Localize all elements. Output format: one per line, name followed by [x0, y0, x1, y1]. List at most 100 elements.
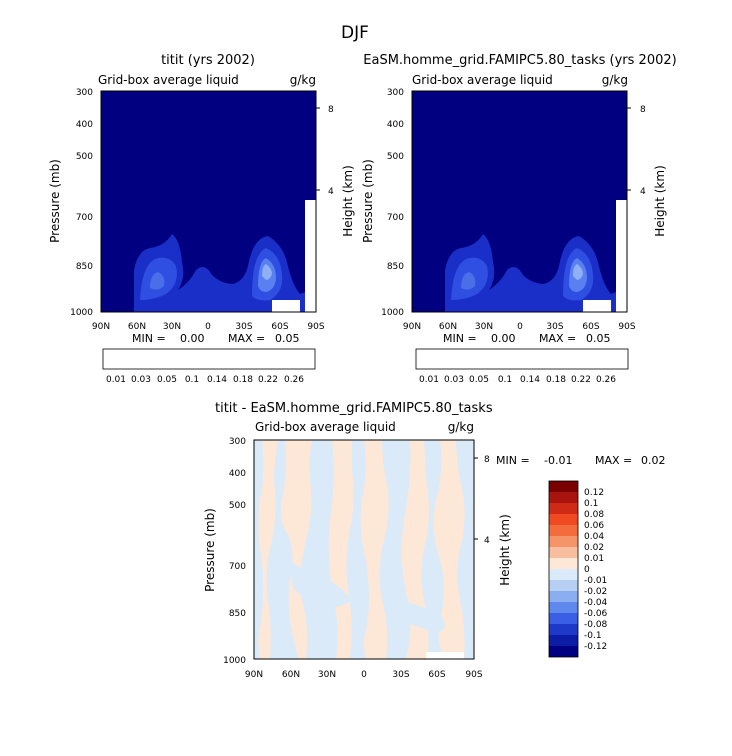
- y-tick-label: 500: [76, 152, 93, 162]
- x-tick-label: 0: [361, 670, 367, 680]
- colorbar: [102, 348, 316, 370]
- y-axis-label: Pressure (mb): [48, 159, 62, 243]
- colorbar-label: -0.1: [584, 631, 602, 641]
- y-axis-label-right: Height (km): [653, 165, 667, 236]
- y-tick-label: 500: [387, 152, 404, 162]
- x-tick-label: 30S: [392, 670, 409, 680]
- x-tick-label: 60S: [428, 670, 445, 680]
- max-value: 0.05: [275, 332, 300, 345]
- colorbar: [548, 480, 579, 658]
- contour-fill: [254, 440, 474, 659]
- colorbar-label: 0.06: [584, 521, 604, 531]
- y-tick-label: 300: [76, 88, 93, 98]
- y-axis-label: Pressure (mb): [203, 508, 217, 592]
- panel-units: g/kg: [290, 73, 316, 87]
- colorbar-label: 0.02: [584, 543, 604, 553]
- right-tick-label: 4: [640, 187, 646, 197]
- y-tick-label: 700: [76, 213, 93, 223]
- contour-fill: [445, 200, 627, 312]
- colorbar-label: 0.26: [284, 375, 304, 385]
- colorbar-label: 0.14: [520, 375, 540, 385]
- panel-3: titit - EaSM.homme_grid.FAMIPC5.80_tasks…: [203, 401, 666, 680]
- plot-frame: [100, 90, 317, 313]
- colorbar-label: 0.01: [106, 375, 126, 385]
- colorbar-frame: [102, 348, 316, 370]
- max-label: MAX =: [539, 332, 576, 345]
- x-tick-label: 60N: [282, 670, 300, 680]
- colorbar-label: -0.04: [584, 598, 608, 608]
- min-value: 0.00: [491, 332, 516, 345]
- y-tick-label: 1000: [223, 656, 246, 666]
- right-tick-label: 8: [640, 105, 646, 115]
- min-label: MIN =: [496, 454, 530, 467]
- colorbar-frame: [415, 348, 629, 370]
- panel-1: titit (yrs 2002) Grid-box average liquid…: [48, 53, 355, 385]
- y-axis-label-right: Height (km): [498, 514, 512, 585]
- y-axis-label-right: Height (km): [341, 165, 355, 236]
- x-tick-label: 90N: [92, 322, 110, 332]
- panel-subtitle: Grid-box average liquid: [412, 73, 553, 87]
- x-tick-label: 30S: [235, 322, 252, 332]
- panel-units: g/kg: [448, 420, 474, 434]
- colorbar-labels: 0.01 0.03 0.05 0.1 0.14 0.18 0.22 0.26: [106, 375, 304, 385]
- y-tick-label: 1000: [381, 308, 404, 318]
- plot-frame: [411, 90, 628, 313]
- colorbar-labels: 0.01 0.03 0.05 0.1 0.14 0.18 0.22 0.26: [419, 375, 616, 385]
- x-tick-label: 30N: [475, 322, 493, 332]
- colorbar-label: 0.22: [571, 375, 591, 385]
- panel-subtitle: Grid-box average liquid: [98, 73, 239, 87]
- x-tick-label: 30N: [318, 670, 336, 680]
- colorbar-label: 0.18: [233, 375, 253, 385]
- colorbar-label: 0.26: [596, 375, 616, 385]
- contour-fill: [134, 200, 316, 312]
- panel-units: g/kg: [602, 73, 628, 87]
- panel-subtitle: Grid-box average liquid: [255, 420, 396, 434]
- y-tick-label: 400: [229, 469, 246, 479]
- colorbar-label: 0.08: [584, 510, 604, 520]
- y-tick-label: 300: [229, 437, 246, 447]
- colorbar-label: 0.18: [546, 375, 566, 385]
- right-tick-label: 8: [484, 455, 490, 465]
- colorbar-label: -0.01: [584, 576, 607, 586]
- panel-2: EaSM.homme_grid.FAMIPC5.80_tasks (yrs 20…: [361, 53, 677, 385]
- x-tick-label: 0: [205, 322, 211, 332]
- colorbar-label: -0.08: [584, 620, 608, 630]
- panel-title: titit - EaSM.homme_grid.FAMIPC5.80_tasks: [215, 401, 493, 416]
- y-tick-label: 1000: [70, 308, 93, 318]
- y-tick-label: 500: [229, 501, 246, 511]
- colorbar-label: 0.12: [584, 488, 604, 498]
- right-tick-label: 4: [328, 187, 334, 197]
- x-tick-label: 60S: [582, 322, 599, 332]
- x-tick-label: 60S: [271, 322, 288, 332]
- colorbar-label: 0.01: [419, 375, 439, 385]
- min-label: MIN =: [132, 332, 166, 345]
- x-tick-label: 30N: [163, 322, 181, 332]
- plot-frame: [253, 439, 475, 660]
- y-tick-label: 700: [387, 213, 404, 223]
- x-tick-label: 90S: [618, 322, 635, 332]
- colorbar-label: 0.14: [207, 375, 227, 385]
- x-tick-label: 90S: [465, 670, 482, 680]
- colorbar-label: 0.01: [584, 554, 604, 564]
- colorbar-label: 0.04: [584, 532, 604, 542]
- min-label: MIN =: [443, 332, 477, 345]
- colorbar-label: -0.06: [584, 609, 608, 619]
- colorbar-label: -0.02: [584, 587, 607, 597]
- colorbar-label: 0.05: [157, 375, 177, 385]
- x-tick-label: 90S: [307, 322, 324, 332]
- x-tick-label: 60N: [128, 322, 146, 332]
- colorbar-label: 0.1: [498, 375, 512, 385]
- x-tick-label: 0: [517, 322, 523, 332]
- x-tick-label: 60N: [439, 322, 457, 332]
- colorbar-label: 0.05: [469, 375, 489, 385]
- panel-title: titit (yrs 2002): [161, 53, 255, 68]
- max-value: 0.02: [641, 454, 666, 467]
- y-tick-label: 400: [387, 120, 404, 130]
- y-tick-label: 700: [229, 562, 246, 572]
- colorbar-label: 0.22: [258, 375, 278, 385]
- colorbar: [415, 348, 629, 370]
- colorbar-label: 0: [584, 565, 590, 575]
- max-value: 0.05: [586, 332, 611, 345]
- colorbar-labels: 0.12 0.1 0.08 0.06 0.04 0.02 0.01 0 -0.0…: [584, 488, 608, 652]
